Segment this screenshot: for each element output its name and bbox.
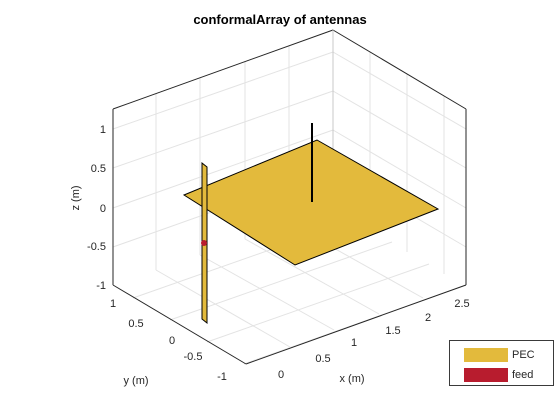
back-wall-xz — [333, 30, 466, 285]
legend-swatch-pec — [464, 348, 508, 362]
x-tick: 1.5 — [385, 325, 400, 337]
x-tick: 0.5 — [315, 353, 330, 365]
y-tick-labels: -1 -0.5 0 0.5 1 — [110, 298, 227, 383]
z-tick: -0.5 — [87, 241, 106, 253]
y-tick: 0 — [169, 335, 175, 347]
z-tick: 1 — [100, 124, 106, 136]
ground-plane-pec — [182, 139, 440, 266]
x-axis-label: x (m) — [339, 373, 364, 385]
plot-title: conformalArray of antennas — [193, 12, 367, 27]
legend-swatch-feed — [464, 368, 508, 382]
x-tick: 2 — [425, 312, 431, 324]
x-tick: 2.5 — [454, 298, 469, 310]
legend-item-pec: PEC — [464, 347, 535, 363]
y-tick: -1 — [217, 371, 227, 383]
z-axis-label: z (m) — [70, 185, 82, 210]
z-tick-labels: -1 -0.5 0 0.5 1 — [87, 124, 106, 292]
legend-label: PEC — [512, 349, 535, 361]
legend[interactable]: PEC feed — [449, 340, 554, 386]
x-tick-labels: 0 0.5 1 1.5 2 2.5 — [278, 298, 470, 381]
y-axis-label: y (m) — [123, 375, 148, 387]
z-tick: -1 — [96, 280, 106, 292]
legend-item-feed: feed — [464, 367, 533, 383]
x-tick: 1 — [351, 337, 357, 349]
z-tick: 0.5 — [91, 163, 106, 175]
legend-label: feed — [512, 369, 534, 381]
y-tick: 1 — [110, 298, 116, 310]
z-tick: 0 — [100, 203, 106, 215]
feed-point — [201, 240, 207, 246]
axes-box — [112, 29, 467, 365]
y-tick: -0.5 — [184, 351, 203, 363]
y-tick: 0.5 — [128, 318, 143, 330]
x-tick: 0 — [278, 369, 284, 381]
